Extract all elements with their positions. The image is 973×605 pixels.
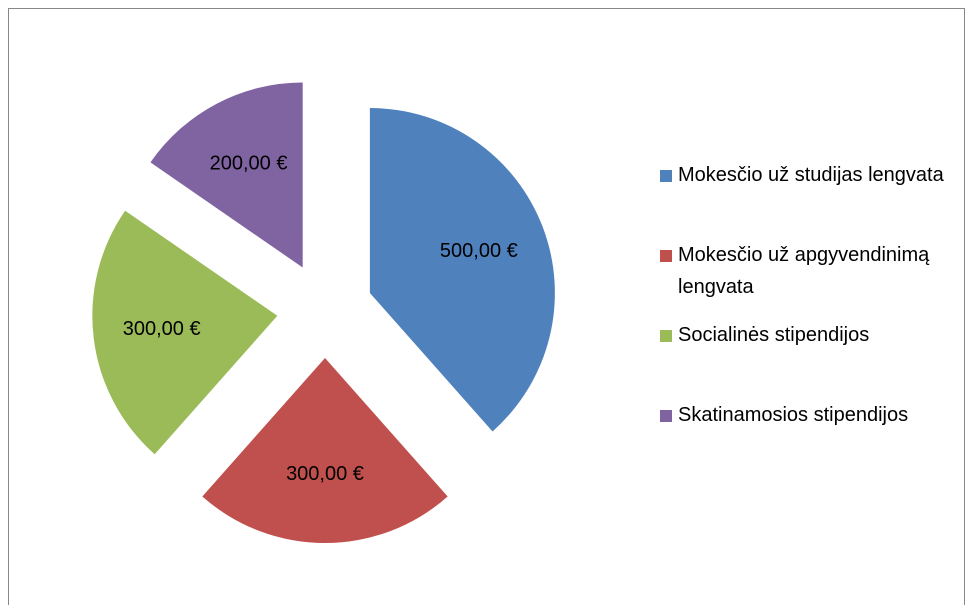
pie-slice — [202, 358, 448, 543]
pie-slice — [92, 210, 278, 455]
legend-swatch — [660, 250, 672, 262]
legend-label: Skatinamosios stipendijos — [678, 404, 908, 426]
legend-label: Mokesčio už apgyvendinimą lengvata — [678, 244, 935, 298]
data-label: 500,00 € — [440, 240, 518, 262]
legend-swatch — [660, 170, 672, 182]
data-label: 300,00 € — [123, 318, 201, 340]
data-label: 200,00 € — [210, 153, 288, 175]
legend-label: Mokesčio už studijas lengvata — [678, 164, 945, 186]
pie-slice — [150, 82, 303, 268]
legend-swatch — [660, 410, 672, 422]
legend-label: Socialinės stipendijos — [678, 324, 869, 346]
pie-slice — [369, 107, 555, 432]
legend-swatch — [660, 330, 672, 342]
data-label: 300,00 € — [286, 463, 364, 485]
